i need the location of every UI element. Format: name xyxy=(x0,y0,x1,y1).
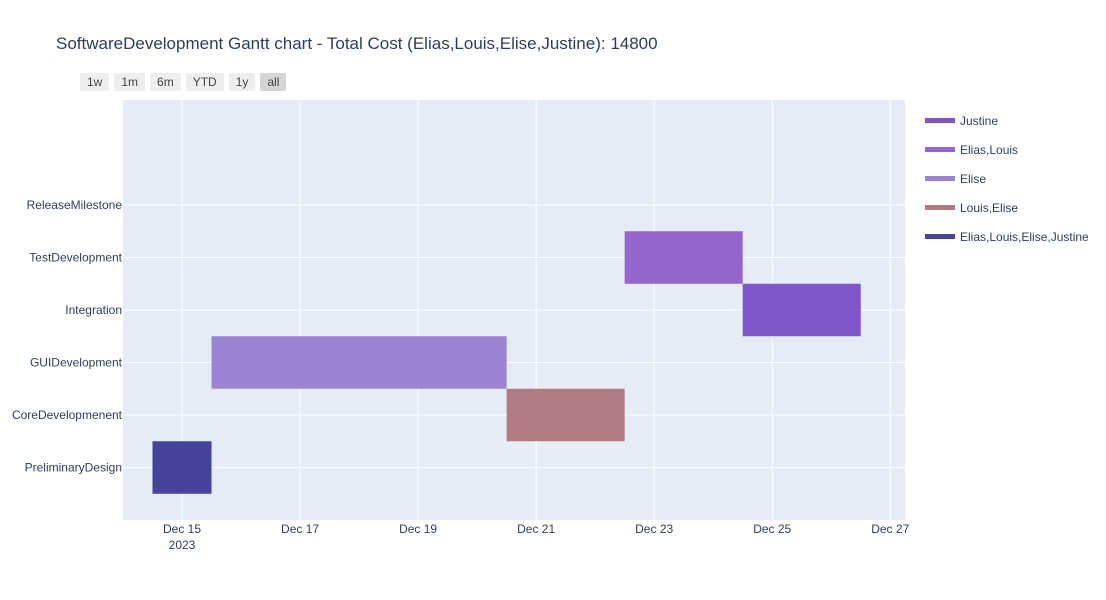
legend-item[interactable]: Louis,Elise xyxy=(925,193,1089,222)
x-tick-label: Dec 23 xyxy=(635,522,673,536)
x-tick-label: Dec 27 xyxy=(871,522,909,536)
x-tick-label: Dec 25 xyxy=(753,522,791,536)
x-tick-label: Dec 17 xyxy=(281,522,319,536)
task-bar-coredevelopmenent[interactable] xyxy=(506,388,625,442)
legend-swatch xyxy=(925,205,955,210)
legend-item[interactable]: Elias,Louis xyxy=(925,135,1089,164)
task-bar-guidevelopment[interactable] xyxy=(211,336,507,389)
legend-item[interactable]: Justine xyxy=(925,106,1089,135)
range-button-1w[interactable]: 1w xyxy=(80,73,110,91)
legend-label: Louis,Elise xyxy=(960,200,1019,215)
range-button-ytd[interactable]: YTD xyxy=(185,73,224,91)
legend-swatch xyxy=(925,176,955,181)
task-bar-integration[interactable] xyxy=(742,283,861,337)
range-button-all[interactable]: all xyxy=(260,73,287,91)
legend-item[interactable]: Elias,Louis,Elise,Justine xyxy=(925,222,1089,251)
legend-swatch xyxy=(925,118,955,123)
x-tick-label: Dec 15 xyxy=(163,522,201,536)
range-button-1m[interactable]: 1m xyxy=(114,73,146,91)
legend: Justine Elias,Louis Elise Louis,Elise Elias,… xyxy=(925,106,1089,251)
y-axis-labels: PreliminaryDesign CoreDevelopmenent GUIDev… xyxy=(12,198,123,475)
legend-swatch xyxy=(925,234,955,239)
y-tick-label: GUIDevelopment xyxy=(30,356,123,370)
x-tick-sublabel: 2023 xyxy=(169,538,196,552)
x-axis-labels: Dec 15 2023 Dec 17 Dec 19 Dec 21 Dec 23 Dec 25… xyxy=(163,522,910,552)
task-bar-preliminarydesign[interactable] xyxy=(152,441,212,494)
range-selector: 1w 1m 6m YTD 1y all xyxy=(80,73,287,91)
x-tick-label: Dec 19 xyxy=(399,522,437,536)
chart-title: SoftwareDevelopment Gantt chart - Total … xyxy=(56,34,658,53)
legend-label: Elias,Louis xyxy=(960,142,1019,157)
task-bar-testdevelopment[interactable] xyxy=(624,231,743,284)
range-button-1y[interactable]: 1y xyxy=(228,73,256,91)
y-tick-label: PreliminaryDesign xyxy=(25,461,122,475)
x-tick-label: Dec 21 xyxy=(517,522,555,536)
y-tick-label: Integration xyxy=(65,303,122,317)
y-tick-label: TestDevelopment xyxy=(29,251,122,265)
y-tick-label: CoreDevelopmenent xyxy=(12,408,123,422)
legend-label: Justine xyxy=(960,113,999,128)
legend-label: Elise xyxy=(960,171,987,186)
legend-label: Elias,Louis,Elise,Justine xyxy=(960,229,1089,244)
y-tick-label: ReleaseMilestone xyxy=(27,198,123,212)
task-bars xyxy=(152,231,861,494)
legend-item[interactable]: Elise xyxy=(925,164,1089,193)
legend-swatch xyxy=(925,147,955,152)
range-button-6m[interactable]: 6m xyxy=(150,73,181,91)
